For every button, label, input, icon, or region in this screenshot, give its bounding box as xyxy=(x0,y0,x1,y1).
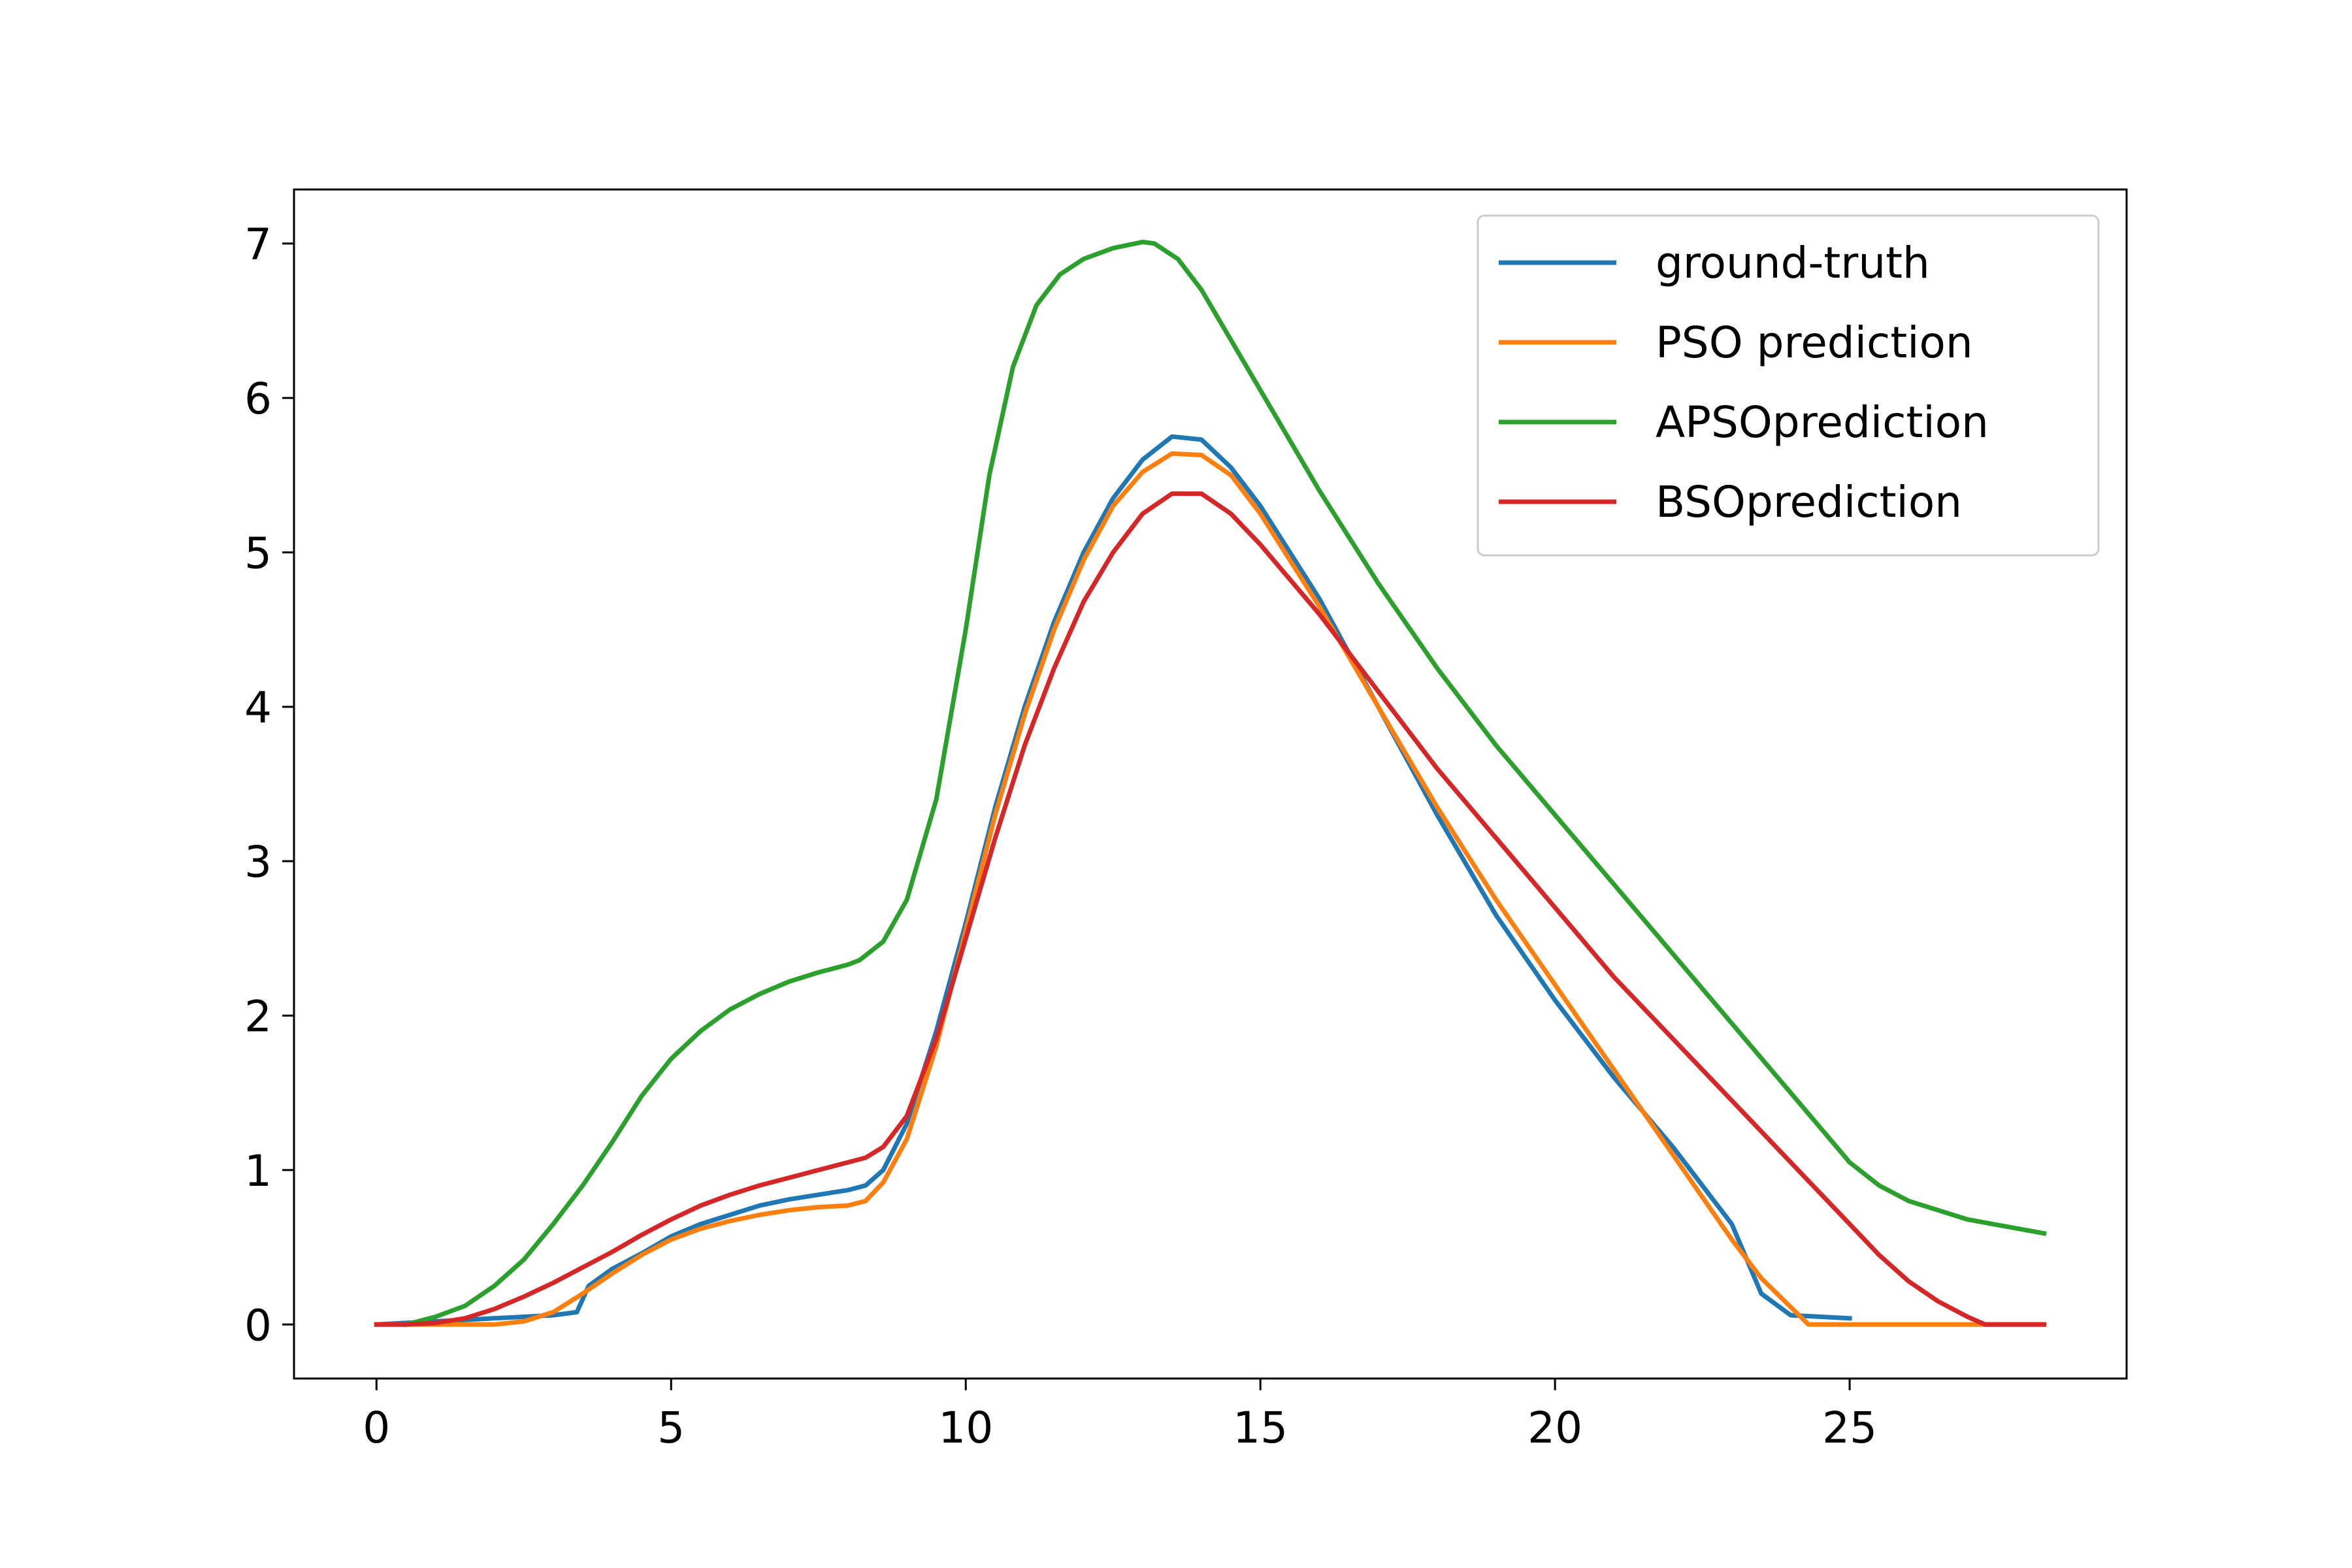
legend-label: APSOprediction xyxy=(1656,397,1989,448)
legend: ground-truth PSO prediction APSOprediction… xyxy=(1477,214,2100,557)
series-line-ground-truth xyxy=(374,434,1852,1327)
x-tick-label: 10 xyxy=(938,1403,993,1453)
x-tick-label: 20 xyxy=(1527,1403,1582,1453)
y-tick-label: 6 xyxy=(244,374,272,424)
legend-label: PSO prediction xyxy=(1656,318,1973,368)
y-tick-label: 4 xyxy=(244,683,272,733)
y-tick-label: 5 xyxy=(244,528,272,578)
series-line-pso-prediction xyxy=(374,451,2047,1327)
plot-frame xyxy=(293,188,2128,1380)
x-tick-label: 25 xyxy=(1822,1403,1877,1453)
series-line-bsoprediction xyxy=(374,491,2047,1327)
legend-label: BSOprediction xyxy=(1656,477,1962,527)
y-tick-label: 3 xyxy=(244,837,272,887)
y-tick-label: 1 xyxy=(244,1146,272,1196)
x-tick-label: 15 xyxy=(1233,1403,1288,1453)
legend-box xyxy=(1477,214,2100,557)
series-lines xyxy=(374,239,2047,1328)
y-tick-label: 7 xyxy=(244,220,272,270)
y-tick-label: 0 xyxy=(244,1300,272,1350)
y-tick-label: 2 xyxy=(244,992,272,1042)
x-tick-label: 0 xyxy=(363,1403,390,1453)
legend-label: ground-truth xyxy=(1656,238,1930,288)
axes: 0 5 10 15 20 25 0 1 2 3 4 5 6 7 xyxy=(244,188,2128,1453)
x-tick-label: 5 xyxy=(657,1403,685,1453)
series-line-apsoprediction xyxy=(403,239,2047,1328)
